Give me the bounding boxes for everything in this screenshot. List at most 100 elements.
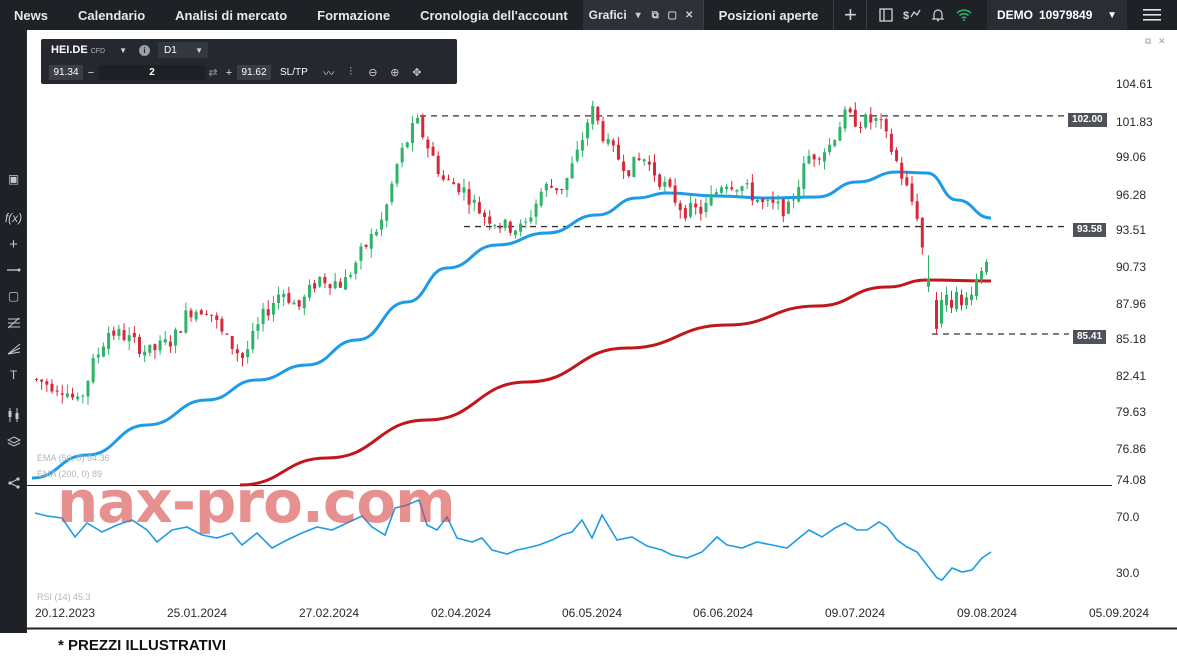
price-chart[interactable]: EMA (50, 0) 94.36 EMA (200, 0) 89 RSI (1… bbox=[27, 30, 1177, 633]
candle-body bbox=[853, 109, 857, 127]
sell-price-button[interactable]: 91.34 bbox=[49, 65, 83, 80]
quantity-decrease-button[interactable]: − bbox=[87, 66, 95, 79]
candle-body bbox=[611, 140, 615, 146]
candle-body bbox=[65, 393, 69, 397]
candle-body bbox=[802, 163, 806, 189]
quantity-increase-button[interactable]: + bbox=[225, 66, 233, 79]
candle-body bbox=[704, 202, 708, 212]
candle-body bbox=[138, 336, 141, 354]
price-alert-icon[interactable]: $ bbox=[899, 0, 925, 30]
candle-body bbox=[354, 262, 358, 274]
candle-body bbox=[781, 199, 785, 217]
candle-body bbox=[390, 183, 394, 203]
candle-body bbox=[725, 186, 729, 190]
bell-icon[interactable] bbox=[925, 0, 951, 30]
text-tool-icon[interactable]: T bbox=[9, 368, 18, 382]
tab-grafici-label: Grafici bbox=[588, 8, 627, 22]
chevron-down-icon[interactable]: ▼ bbox=[119, 45, 127, 55]
tab-grafici[interactable]: Grafici ▾ ⧉ ▢ ✕ bbox=[582, 0, 703, 30]
nav-news[interactable]: News bbox=[14, 7, 48, 23]
crosshair-icon[interactable]: + bbox=[9, 235, 18, 253]
candle-body bbox=[817, 158, 821, 160]
menu-icon[interactable] bbox=[1127, 0, 1177, 30]
candle-body bbox=[915, 201, 919, 219]
swap-icon[interactable]: ⇄ bbox=[208, 67, 218, 79]
chevron-down-icon[interactable]: ▾ bbox=[635, 9, 641, 21]
object-list-icon[interactable] bbox=[0, 405, 27, 425]
candle-body bbox=[580, 140, 584, 151]
candle-body bbox=[647, 161, 651, 165]
candle-body bbox=[405, 142, 409, 148]
nav-analisi[interactable]: Analisi di mercato bbox=[175, 7, 288, 23]
candle-body bbox=[45, 381, 49, 385]
chart-canvas[interactable] bbox=[27, 30, 1177, 633]
price-axis-label: 93.51 bbox=[1116, 223, 1147, 237]
close-chart-icon[interactable]: ✕ bbox=[1158, 36, 1166, 46]
candle-body bbox=[601, 121, 605, 142]
candle-body bbox=[76, 396, 80, 400]
gann-fan-icon[interactable] bbox=[0, 339, 27, 359]
ema50-line bbox=[31, 170, 992, 480]
candle-body bbox=[71, 393, 75, 398]
layout-panel-icon[interactable] bbox=[873, 0, 899, 30]
fibonacci-icon[interactable] bbox=[0, 313, 27, 333]
info-icon[interactable]: i bbox=[139, 44, 150, 56]
quantity-input[interactable]: 2 bbox=[99, 65, 205, 80]
detach-chart-icon[interactable]: ⧉ bbox=[1145, 36, 1152, 46]
maximize-icon[interactable]: ▢ bbox=[667, 9, 677, 21]
rectangle-tool-icon[interactable]: ▢ bbox=[7, 289, 20, 303]
timeframe-select[interactable]: D1 ▼ bbox=[158, 42, 208, 58]
candle-body bbox=[292, 302, 296, 305]
sltp-button[interactable]: SL/TP bbox=[280, 67, 308, 78]
chart-type-icon[interactable]: ▣ bbox=[7, 172, 20, 186]
zoom-out-icon[interactable]: ⊖ bbox=[368, 67, 378, 79]
share-icon[interactable] bbox=[0, 473, 27, 493]
top-nav: News Calendario Analisi di mercato Forma… bbox=[0, 0, 1177, 30]
candle-body bbox=[86, 380, 90, 397]
nav-cronologia[interactable]: Cronologia dell'account bbox=[420, 7, 568, 23]
indicators-icon[interactable]: f(x) bbox=[4, 211, 23, 225]
nav-formazione[interactable]: Formazione bbox=[317, 7, 391, 23]
account-mode: DEMO bbox=[997, 8, 1033, 22]
line-chart-icon[interactable]: 〰 bbox=[323, 67, 335, 80]
instrument-toolbar: HEI.DE CFD ▼ i D1 ▼ 91.34 − 2 ⇄ + 91.62 … bbox=[41, 39, 457, 84]
candle-body bbox=[447, 179, 450, 181]
timeframe-value: D1 bbox=[164, 44, 177, 56]
close-icon[interactable]: ✕ bbox=[684, 9, 694, 21]
symbol-label[interactable]: HEI.DE bbox=[51, 44, 88, 56]
price-axis-label: 79.63 bbox=[1116, 405, 1147, 419]
candle-body bbox=[575, 149, 579, 161]
candle-body bbox=[313, 283, 317, 289]
zoom-in-icon[interactable]: ⊕ bbox=[390, 67, 400, 79]
level-tag-high: 102.00 bbox=[1068, 113, 1107, 127]
nav-calendario[interactable]: Calendario bbox=[77, 7, 146, 23]
candle-body bbox=[230, 336, 234, 350]
candle-body bbox=[843, 109, 847, 129]
candle-body bbox=[920, 217, 924, 248]
candle-body bbox=[287, 293, 291, 303]
candle-body bbox=[663, 181, 667, 187]
ema200-legend: EMA (200, 0) 89 bbox=[37, 469, 103, 479]
candle-body bbox=[467, 189, 471, 205]
candle-body bbox=[565, 177, 569, 191]
ema200-line bbox=[239, 278, 992, 487]
buy-price-button[interactable]: 91.62 bbox=[237, 65, 271, 80]
move-icon[interactable]: ✥ bbox=[412, 67, 422, 79]
candle-body bbox=[503, 219, 507, 228]
detach-window-icon[interactable]: ⧉ bbox=[651, 9, 659, 21]
candle-body bbox=[333, 281, 337, 289]
candle-body bbox=[910, 183, 914, 202]
candle-body bbox=[719, 187, 723, 193]
account-selector[interactable]: DEMO 10979849 ▼ bbox=[987, 0, 1127, 30]
disclaimer: * PREZZI ILLUSTRATIVI bbox=[58, 637, 227, 654]
candle-body bbox=[740, 186, 744, 191]
candles-icon[interactable]: ⫶ bbox=[349, 66, 353, 78]
nav-posizioni[interactable]: Posizioni aperte bbox=[718, 7, 819, 23]
add-tab-icon[interactable]: + bbox=[843, 2, 857, 27]
layers-icon[interactable] bbox=[0, 432, 27, 452]
candle-body bbox=[194, 311, 198, 320]
rsi-axis-label: 70.0 bbox=[1116, 510, 1140, 524]
rsi-legend: RSI (14) 45.3 bbox=[37, 592, 91, 602]
line-tool-icon[interactable] bbox=[0, 260, 27, 280]
